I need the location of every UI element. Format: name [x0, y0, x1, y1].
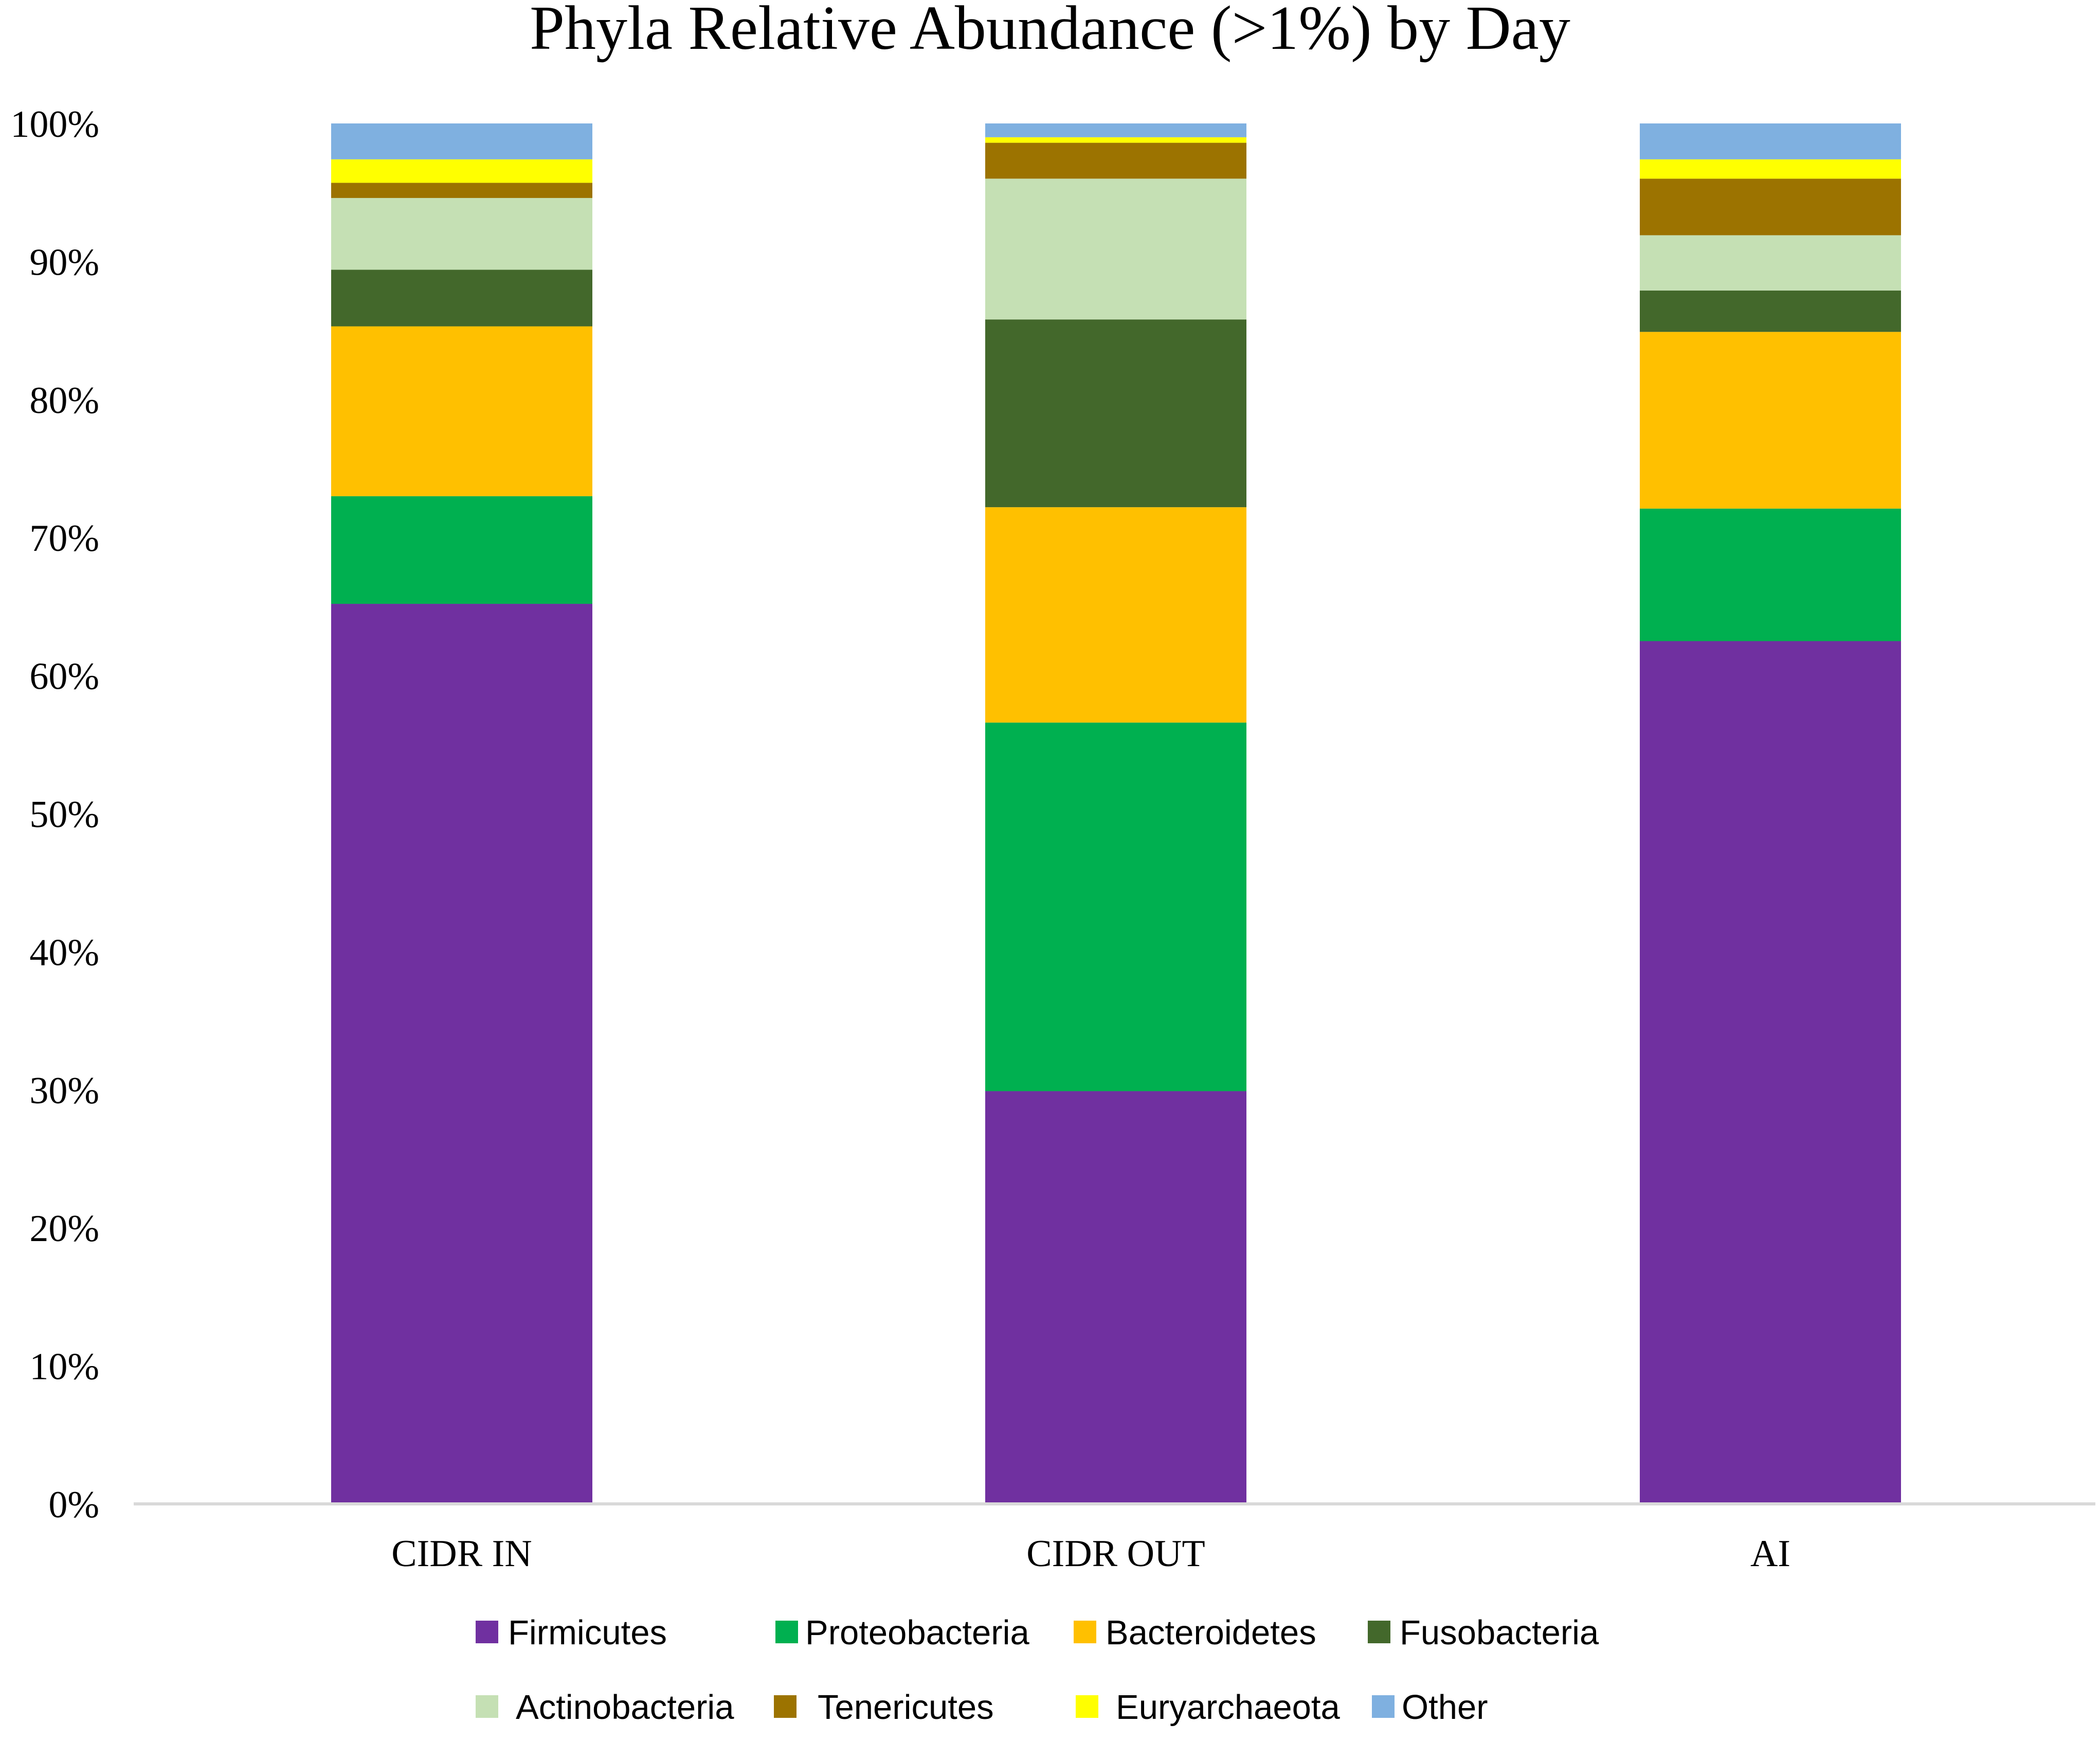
legend-label-firmicutes: Firmicutes — [508, 1613, 667, 1652]
y-tick-label: 10% — [29, 1346, 99, 1388]
bar-segment-tenericutes-cidr-out — [985, 142, 1246, 179]
category-labels: CIDR IN CIDR OUT AI — [391, 1533, 1790, 1575]
legend-label-actinobacteria: Actinobacteria — [516, 1688, 734, 1727]
legend-label-fusobacteria: Fusobacteria — [1400, 1613, 1599, 1652]
bar-segment-actinobacteria-cidr-in — [331, 198, 592, 270]
y-tick-label: 70% — [29, 517, 99, 560]
legend-label-tenericutes: Tenericutes — [818, 1688, 994, 1727]
y-tick-label: 80% — [29, 380, 99, 422]
bar-segment-other-ai — [1640, 123, 1901, 159]
bar-segment-bacteroidetes-ai — [1640, 332, 1901, 509]
category-label: CIDR IN — [391, 1533, 532, 1575]
legend-swatch-proteobacteria — [775, 1621, 798, 1643]
legend-swatch-actinobacteria — [476, 1695, 498, 1718]
y-tick-label: 20% — [29, 1208, 99, 1250]
bar-segment-bacteroidetes-cidr-out — [985, 507, 1246, 723]
y-axis-ticks: 0% 10% 20% 30% 40% 50% 60% 70% 80% 90% 100% — [10, 103, 99, 1526]
legend-swatch-bacteroidetes — [1074, 1621, 1096, 1643]
y-tick-label: 100% — [10, 103, 99, 146]
legend-swatch-fusobacteria — [1368, 1621, 1390, 1643]
legend-label-euryarchaeota: Euryarchaeota — [1116, 1688, 1340, 1727]
bar-segment-euryarchaeota-cidr-out — [985, 137, 1246, 143]
bar-segment-firmicutes-ai — [1640, 641, 1901, 1504]
category-label: CIDR OUT — [1026, 1533, 1205, 1575]
bar-segment-actinobacteria-cidr-out — [985, 178, 1246, 320]
legend-label-proteobacteria: Proteobacteria — [805, 1613, 1029, 1652]
legend-label-other: Other — [1402, 1688, 1488, 1727]
bar-segment-euryarchaeota-cidr-in — [331, 159, 592, 183]
legend: Firmicutes Proteobacteria Bacteroidetes Fus… — [476, 1613, 1599, 1727]
bar-segment-euryarchaeota-ai — [1640, 159, 1901, 179]
bar-segment-proteobacteria-cidr-in — [331, 496, 592, 604]
legend-swatch-tenericutes — [774, 1695, 796, 1718]
y-tick-label: 40% — [29, 931, 99, 974]
y-tick-label: 50% — [29, 794, 99, 836]
y-tick-label: 0% — [48, 1484, 99, 1526]
y-tick-label: 30% — [29, 1070, 99, 1112]
category-label: AI — [1750, 1533, 1790, 1575]
bar-segment-fusobacteria-cidr-out — [985, 319, 1246, 508]
bar-segment-firmicutes-cidr-in — [331, 604, 592, 1504]
bar-segment-proteobacteria-cidr-out — [985, 722, 1246, 1091]
bar-segments — [331, 123, 1901, 1504]
bar-segment-other-cidr-in — [331, 123, 592, 159]
legend-swatch-firmicutes — [476, 1621, 498, 1643]
bar-segment-fusobacteria-ai — [1640, 290, 1901, 332]
legend-label-bacteroidetes: Bacteroidetes — [1106, 1613, 1316, 1652]
bar-segment-tenericutes-cidr-in — [331, 183, 592, 198]
bar-segment-bacteroidetes-cidr-in — [331, 326, 592, 496]
bar-segment-other-cidr-out — [985, 123, 1246, 137]
bar-segment-firmicutes-cidr-out — [985, 1091, 1246, 1504]
y-tick-label: 60% — [29, 656, 99, 698]
bar-segment-proteobacteria-ai — [1640, 508, 1901, 641]
bar-segment-actinobacteria-ai — [1640, 235, 1901, 291]
chart-title: Phyla Relative Abundance (>1%) by Day — [530, 0, 1570, 63]
bar-segment-fusobacteria-cidr-in — [331, 270, 592, 327]
legend-swatch-other — [1372, 1695, 1395, 1718]
bar-segment-tenericutes-ai — [1640, 178, 1901, 236]
y-tick-label: 90% — [29, 241, 99, 283]
legend-swatch-euryarchaeota — [1076, 1695, 1098, 1718]
